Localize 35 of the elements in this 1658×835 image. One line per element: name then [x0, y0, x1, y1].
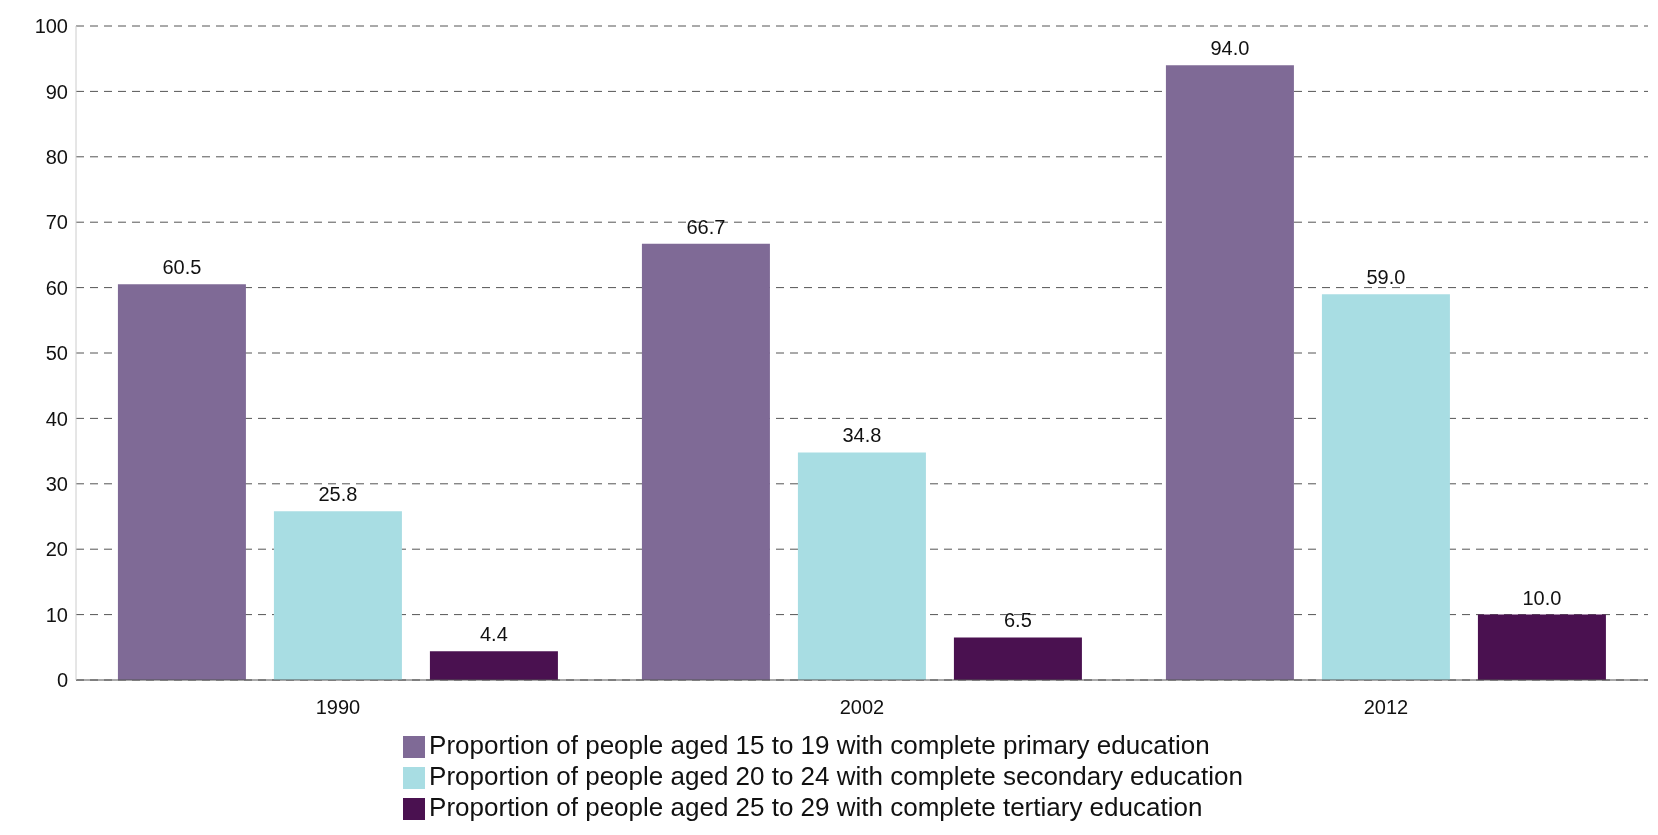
- data-label: 66.7: [686, 215, 726, 238]
- legend-label: Proportion of people aged 25 to 29 with complete tertiary education: [429, 792, 1203, 822]
- bar: [1165, 65, 1294, 680]
- data-label: 34.8: [842, 424, 882, 447]
- data-label: 60.5: [162, 256, 202, 279]
- y-tick-label: 30: [45, 472, 68, 495]
- bar: [1321, 294, 1450, 680]
- bar: [953, 637, 1082, 680]
- y-tick-label: 20: [45, 538, 68, 561]
- data-label: 4.4: [480, 623, 508, 646]
- y-tick-label: 50: [45, 342, 68, 365]
- y-tick-label: 70: [45, 211, 68, 234]
- x-tick-label: 2012: [1363, 696, 1409, 719]
- legend-label: Proportion of people aged 20 to 24 with complete secondary education: [429, 761, 1243, 791]
- x-tick-label: 1990: [315, 696, 361, 719]
- data-label: 6.5: [1004, 609, 1032, 632]
- bar: [429, 651, 558, 680]
- y-tick-label: 90: [45, 80, 68, 103]
- data-label: 25.8: [318, 483, 358, 506]
- data-label: 59.0: [1366, 266, 1406, 289]
- y-tick-label: 100: [34, 15, 68, 38]
- y-tick-label: 40: [45, 407, 68, 430]
- y-tick-label: 0: [56, 669, 68, 692]
- bar: [117, 284, 246, 680]
- y-tick-label: 10: [45, 603, 68, 626]
- bar: [797, 452, 926, 680]
- x-tick-label: 2002: [839, 696, 885, 719]
- legend-label: Proportion of people aged 15 to 19 with complete primary education: [429, 730, 1210, 760]
- bar: [641, 243, 770, 680]
- data-label: 10.0: [1522, 586, 1562, 609]
- data-label: 94.0: [1210, 37, 1250, 60]
- bar: [1477, 614, 1606, 680]
- y-tick-label: 80: [45, 145, 68, 168]
- y-tick-label: 60: [45, 276, 68, 299]
- bar: [273, 511, 402, 680]
